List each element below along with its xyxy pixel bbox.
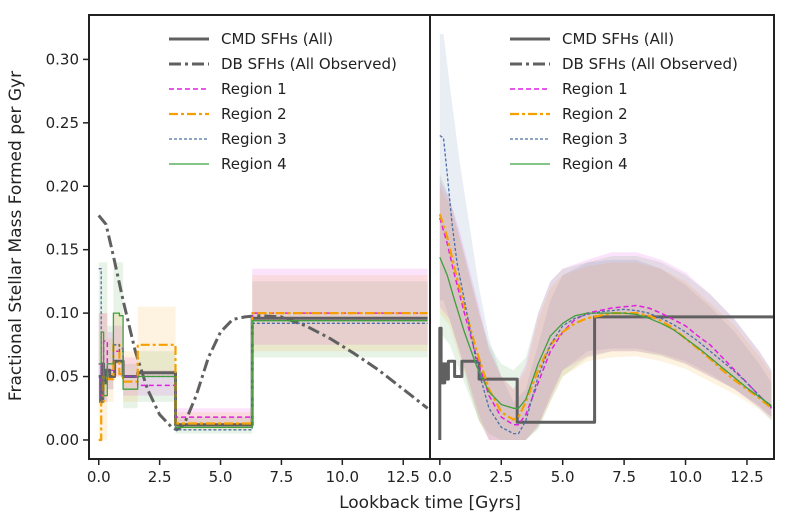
legend-label: Region 2	[562, 105, 628, 123]
series-region-4	[439, 257, 772, 409]
legend-panel-2: CMD SFHs (All) DB SFHs (All Observed) Regi…	[510, 30, 738, 173]
legend-label: Region 3	[562, 130, 628, 148]
band-region-4	[439, 173, 772, 440]
y-tick-label: 0.10	[46, 304, 79, 322]
x-tick-label: 2.5	[148, 468, 172, 486]
band-region-1	[98, 268, 428, 428]
series-region-2	[438, 213, 773, 421]
y-tick-label: 0.05	[46, 368, 79, 386]
x-tick-label: 10.0	[669, 468, 702, 486]
series-db-sfhs-all-observed-	[97, 214, 429, 432]
y-tick-label: 0.15	[46, 241, 79, 259]
legend-label: DB SFHs (All Observed)	[562, 55, 738, 73]
x-tick-label: 7.5	[612, 468, 636, 486]
series-region-3	[439, 134, 772, 435]
legend-label: CMD SFHs (All)	[562, 30, 674, 48]
legend-label: Region 4	[221, 155, 287, 173]
x-tick-label: 7.5	[269, 468, 293, 486]
x-tick-label: 12.5	[730, 468, 763, 486]
series-region-3	[98, 268, 428, 431]
legend-label: Region 4	[562, 155, 628, 173]
band-region-3	[439, 34, 772, 440]
x-axis-label: Lookback time [Gyrs]	[339, 493, 521, 513]
plot-area	[438, 34, 774, 440]
legend-label: CMD SFHs (All)	[221, 30, 333, 48]
y-tick-label: 0.20	[46, 177, 79, 195]
legend-label: Region 1	[221, 80, 287, 98]
plot-area	[97, 214, 429, 442]
legend-label: DB SFHs (All Observed)	[221, 55, 397, 73]
x-tick-label: 0.0	[428, 468, 452, 486]
y-axis-label: Fractional Stellar Mass Formed per Gyr	[6, 71, 26, 401]
x-tick-label: 2.5	[489, 468, 513, 486]
x-tick-label: 10.0	[326, 468, 359, 486]
panel-2: 0.0 2.5 5.0 7.5 10.0 12.5	[428, 14, 775, 486]
panel-1: 0.0 2.5 5.0 7.5 10.0 12.5 0.00 0.05 0.10 0.15 0.20…	[46, 14, 431, 486]
x-tick-label: 0.0	[87, 468, 111, 486]
series-region-4	[98, 312, 428, 428]
panel-frame	[429, 14, 775, 460]
y-tick-label: 0.30	[46, 50, 79, 68]
x-tick-label: 5.0	[209, 468, 233, 486]
x-tick-label: 12.5	[387, 468, 420, 486]
band-region-1	[439, 179, 772, 440]
legend-label: Region 1	[562, 80, 628, 98]
y-tick-label: 0.25	[46, 114, 79, 132]
series-cmd-sfhs-all-	[438, 315, 774, 440]
legend-panel-1: CMD SFHs (All) DB SFHs (All Observed) Regi…	[169, 30, 397, 173]
band-region-2	[98, 275, 428, 440]
y-tick-label: 0.00	[46, 431, 79, 449]
series-region-1	[439, 217, 773, 426]
band-region-4	[98, 262, 428, 434]
legend-label: Region 2	[221, 105, 287, 123]
x-tick-label: 5.0	[551, 468, 575, 486]
legend-label: Region 3	[221, 130, 287, 148]
